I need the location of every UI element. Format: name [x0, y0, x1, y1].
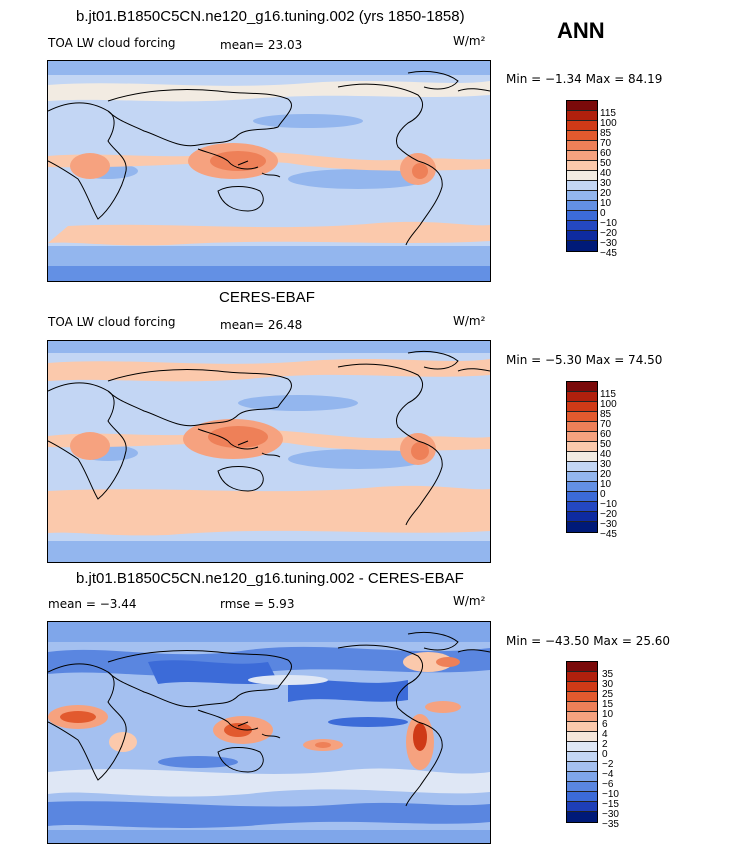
panel1-tick: −20	[600, 228, 617, 239]
panel1-tick: 50	[600, 158, 612, 169]
panel3-minmax: Min = −43.50 Max = 25.60	[506, 634, 671, 648]
panel1-tick: 60	[600, 148, 612, 159]
panel3-colorbar	[566, 661, 598, 823]
panel1-minmax: Min = −1.34 Max = 84.19	[506, 72, 663, 86]
panel2-units: W/m²	[453, 314, 486, 328]
panel3-mean: mean = −3.44	[48, 597, 137, 611]
panel1-field-label: TOA LW cloud forcing	[48, 36, 176, 50]
panel1-units: W/m²	[453, 34, 486, 48]
panel1-title: b.jt01.B1850C5CN.ne120_g16.tuning.002 (y…	[76, 8, 465, 25]
panel2-tick: 40	[600, 449, 612, 460]
panel2-tick: 60	[600, 429, 612, 440]
panel2-map	[47, 340, 491, 563]
panel1-tick: 85	[600, 128, 612, 139]
panel2-tick: 10	[600, 479, 612, 490]
panel1-tick: 10	[600, 198, 612, 209]
panel2-field-label: TOA LW cloud forcing	[48, 315, 176, 329]
panel2-tick: 50	[600, 439, 612, 450]
panel3-tick: 4	[602, 729, 608, 740]
panel3-title: b.jt01.B1850C5CN.ne120_g16.tuning.002 - …	[76, 570, 464, 587]
panel1-mean: mean= 23.03	[220, 38, 303, 52]
panel2-tick: 20	[600, 469, 612, 480]
panel3-tick: 25	[602, 689, 614, 700]
panel2-minmax: Min = −5.30 Max = 74.50	[506, 353, 663, 367]
panel1-tick: −10	[600, 218, 617, 229]
panel2-tick: 100	[600, 399, 617, 410]
panel2-tick: −10	[600, 499, 617, 510]
panel3-tick: 30	[602, 679, 614, 690]
panel3-tick: −15	[602, 799, 619, 810]
panel2-tick: 30	[600, 459, 612, 470]
panel3-tick: −35	[602, 819, 619, 830]
panel3-tick: −30	[602, 809, 619, 820]
panel2-mean: mean= 26.48	[220, 318, 303, 332]
panel3-tick: −2	[602, 759, 614, 770]
panel1-tick: −45	[600, 248, 617, 259]
panel1-tick: 115	[600, 108, 616, 119]
panel3-tick: −6	[602, 779, 614, 790]
panel1-tick: 0	[600, 208, 606, 219]
panel2-tick: 85	[600, 409, 612, 420]
panel3-tick: 10	[602, 709, 614, 720]
panel2-title: CERES-EBAF	[219, 289, 315, 306]
panel1-tick: 40	[600, 168, 612, 179]
panel3-map	[47, 621, 491, 844]
panel2-tick: −45	[600, 529, 617, 540]
panel3-rmse: rmse = 5.93	[220, 597, 295, 611]
panel1-tick: 70	[600, 138, 612, 149]
panel2-colorbar	[566, 381, 598, 533]
season-label: ANN	[557, 18, 605, 43]
panel3-tick: 35	[602, 669, 614, 680]
panel3-tick: 0	[602, 749, 608, 760]
panel1-colorbar	[566, 100, 598, 252]
panel1-tick: −30	[600, 238, 617, 249]
panel3-tick: 6	[602, 719, 608, 730]
panel3-tick: −10	[602, 789, 619, 800]
panel2-tick: 0	[600, 489, 606, 500]
panel1-tick: 20	[600, 188, 612, 199]
panel3-tick: 2	[602, 739, 608, 750]
panel1-map	[47, 60, 491, 282]
panel3-tick: 15	[602, 699, 614, 710]
panel3-units: W/m²	[453, 594, 486, 608]
panel2-tick: −30	[600, 519, 617, 530]
panel1-tick: 100	[600, 118, 617, 129]
panel2-tick: 115	[600, 389, 616, 400]
panel1-tick: 30	[600, 178, 612, 189]
panel2-tick: −20	[600, 509, 617, 520]
panel3-tick: −4	[602, 769, 614, 780]
panel2-tick: 70	[600, 419, 612, 430]
